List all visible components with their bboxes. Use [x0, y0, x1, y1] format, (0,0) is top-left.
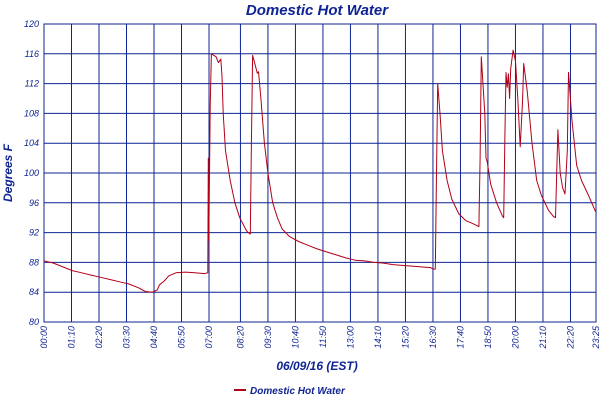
- legend: Domestic Hot Water: [234, 386, 346, 397]
- chart-title: Domestic Hot Water: [246, 2, 389, 19]
- y-tick-label: 108: [24, 108, 39, 118]
- x-tick-label: 05:50: [177, 326, 187, 349]
- legend-label: Domestic Hot Water: [250, 386, 346, 397]
- x-tick-label: 01:10: [67, 326, 77, 349]
- y-tick-label: 112: [25, 79, 39, 89]
- x-tick-label: 00:00: [39, 326, 49, 349]
- y-axis-label: Degrees F: [1, 143, 15, 202]
- x-tick-label: 15:20: [400, 326, 410, 349]
- x-tick-label: 03:30: [122, 326, 132, 349]
- y-tick-label: 88: [29, 257, 39, 267]
- y-tick-label: 96: [29, 198, 39, 208]
- x-tick-label: 16:30: [428, 326, 438, 349]
- x-tick-label: 21:10: [538, 326, 548, 350]
- series-line-domestic-hot-water: [43, 49, 597, 293]
- y-tick-label: 104: [24, 138, 39, 148]
- x-tick-label: 20:00: [510, 326, 520, 350]
- x-axis-ticks: 00:00 01:10 02:20 03:30 04:40 05:50 07:00 08:20…: [39, 325, 600, 350]
- x-tick-label: 10:40: [290, 326, 300, 349]
- y-tick-label: 100: [24, 168, 39, 178]
- x-axis-label: 06/09/16 (EST): [276, 359, 357, 373]
- plot-area-frame: [43, 23, 597, 323]
- x-tick-label: 04:40: [149, 326, 159, 349]
- y-tick-label: 80: [29, 317, 39, 327]
- x-tick-label: 07:00: [204, 326, 214, 349]
- y-tick-label: 92: [29, 228, 39, 238]
- x-tick-label: 11:50: [318, 326, 328, 348]
- x-tick-label: 02:20: [94, 326, 104, 349]
- y-axis-ticks: 80 84 88 92 96 100 104 108 112 116 120: [24, 19, 39, 327]
- x-tick-label: 08:20: [235, 326, 245, 349]
- x-tick-label: 13:00: [345, 326, 355, 349]
- x-tick-label: 23:25: [591, 325, 600, 350]
- x-tick-label: 22:20: [565, 326, 575, 350]
- x-tick-label: 18:50: [483, 326, 493, 349]
- y-tick-label: 120: [24, 19, 39, 29]
- x-tick-label: 17:40: [455, 326, 465, 349]
- y-tick-label: 116: [25, 49, 39, 59]
- y-tick-label: 84: [29, 287, 39, 297]
- x-tick-label: 14:10: [373, 326, 383, 349]
- x-tick-label: 09:30: [263, 326, 273, 349]
